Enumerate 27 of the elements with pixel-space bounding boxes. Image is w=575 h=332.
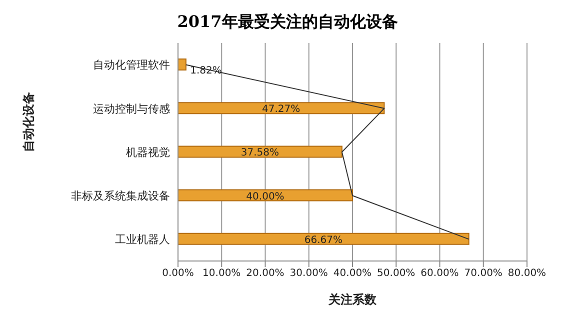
x-tick-label: 60.00% xyxy=(420,268,459,280)
y-axis-title: 自动化设备 xyxy=(21,92,36,152)
data-label: 66.67% xyxy=(304,234,342,246)
chart-title: 2017年最受关注的自动化设备 xyxy=(176,11,399,33)
x-tick-label: 0.00% xyxy=(162,268,194,280)
x-tick-label: 20.00% xyxy=(246,268,284,280)
x-tick-label: 80.00% xyxy=(508,268,546,280)
data-label: 37.58% xyxy=(240,148,280,159)
x-axis-title: 关注系数 xyxy=(328,292,378,307)
x-tick-label: 30.00% xyxy=(290,268,328,280)
data-label: 47.27% xyxy=(262,104,300,116)
bar xyxy=(178,102,385,114)
y-tick-label: 机器视觉 xyxy=(126,146,170,159)
x-tick-label: 70.00% xyxy=(464,268,502,280)
data-label: 1.82% xyxy=(190,66,222,76)
bar xyxy=(178,232,470,245)
y-tick-label: 工业机器人 xyxy=(115,233,170,246)
x-tick-label: 50.00% xyxy=(377,268,416,280)
x-tick-label: 10.00% xyxy=(202,268,241,280)
bar xyxy=(178,146,342,158)
bar xyxy=(178,189,353,202)
bar xyxy=(178,58,186,70)
data-label: 40.00% xyxy=(246,191,284,202)
y-tick-label: 非标及系统集成设备 xyxy=(71,190,170,203)
y-tick-label: 运动控制与传感 xyxy=(93,102,170,116)
y-tick-label: 自动化管理软件 xyxy=(93,58,170,72)
x-tick-label: 40.00% xyxy=(333,268,372,280)
